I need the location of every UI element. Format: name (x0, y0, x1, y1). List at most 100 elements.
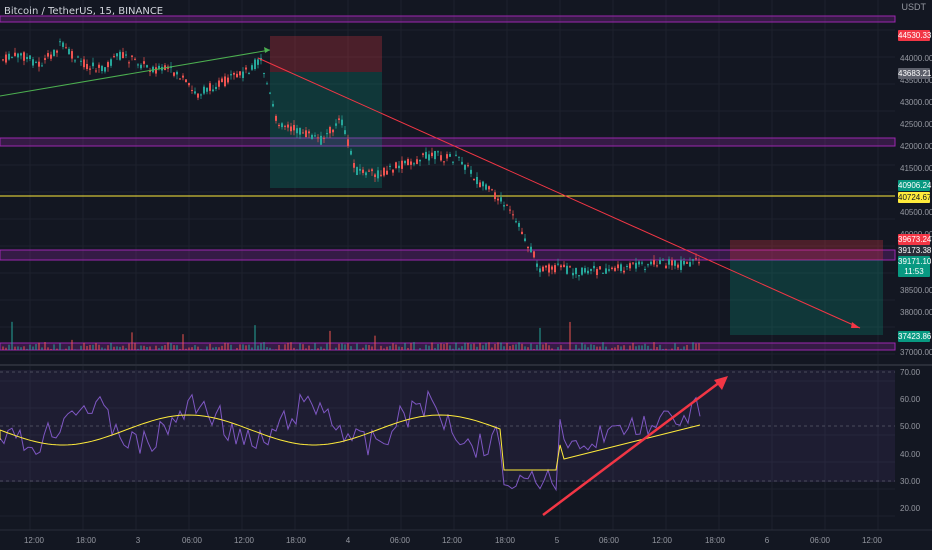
candle-body (386, 170, 388, 175)
volume-bar (494, 343, 496, 350)
candle-body (215, 86, 217, 90)
candle-body (59, 41, 61, 43)
price-tag: 43683.21 (898, 68, 932, 79)
candle-body (2, 59, 4, 61)
candle-body (8, 53, 10, 60)
candle-body (620, 264, 622, 272)
volume-bar (587, 347, 589, 350)
candle-body (617, 264, 619, 269)
candle-body (29, 55, 31, 60)
candle-body (452, 161, 454, 163)
volume-bar (659, 344, 661, 350)
candle-body (506, 204, 508, 206)
volume-bar (428, 345, 430, 350)
candle-body (368, 170, 370, 172)
candle-body (74, 60, 76, 62)
time-tick-label: 5 (555, 536, 560, 545)
candle-body (491, 189, 493, 191)
rsi-tick-label: 60.00 (900, 395, 921, 404)
candle-body (437, 151, 439, 153)
time-tick-label: 06:00 (599, 536, 620, 545)
candle-body (149, 70, 151, 72)
candle-body (476, 176, 478, 185)
volume-bar (638, 345, 640, 350)
candle-body (275, 115, 277, 121)
candle-body (533, 251, 535, 258)
candle-body (695, 258, 697, 260)
candle-body (425, 151, 427, 159)
volume-bar (206, 346, 208, 350)
candle-body (590, 268, 592, 271)
candle-body (206, 87, 208, 92)
price-tag: 37423.86 (898, 331, 932, 342)
candle-body (467, 165, 469, 167)
candle-body (104, 67, 106, 72)
volume-bar (191, 347, 193, 350)
candle-body (317, 137, 319, 139)
candle-body (290, 126, 292, 132)
candle-body (95, 70, 97, 72)
candle-body (308, 131, 310, 134)
volume-bar (455, 342, 457, 350)
candle-body (602, 272, 604, 274)
volume-bar (116, 346, 118, 350)
volume-bar (530, 343, 532, 350)
rsi-ma-line (0, 414, 701, 471)
volume-bar (467, 342, 469, 350)
volume-bar (134, 342, 136, 350)
volume-bar (605, 346, 607, 350)
candle-body (359, 168, 361, 171)
rsi-arrow-line (542, 381, 721, 516)
volume-bar (476, 346, 478, 350)
candle-body (209, 83, 211, 91)
volume-bar (176, 345, 178, 350)
candle-body (266, 83, 268, 85)
candle-body (200, 94, 202, 96)
currency-label[interactable]: USDT (901, 2, 927, 12)
volume-bar (92, 344, 94, 350)
candle-body (302, 132, 304, 134)
candle-body (233, 72, 235, 75)
candle-body (197, 93, 199, 98)
candle-body (566, 265, 568, 274)
volume-bar (647, 345, 649, 350)
volume-bar (170, 343, 172, 350)
volume-bar (521, 343, 523, 350)
volume-bar (347, 343, 349, 350)
price-tag: 40724.67 (898, 192, 932, 203)
candle-body (221, 78, 223, 83)
volume-bar (533, 349, 535, 350)
volume-bar (515, 344, 517, 350)
candle-body (134, 58, 136, 60)
candle-body (494, 192, 496, 200)
candle-body (680, 260, 682, 270)
volume-bar (326, 343, 328, 350)
volume-bar (17, 346, 19, 350)
arrow-head-icon (264, 47, 270, 53)
volume-bar (119, 346, 121, 350)
candle-body (344, 130, 346, 134)
candle-body (116, 53, 118, 57)
volume-bar (62, 349, 64, 350)
volume-bar (440, 343, 442, 350)
candle-body (449, 154, 451, 157)
candle-body (374, 174, 376, 178)
candle-body (446, 154, 448, 159)
time-tick-label: 12:00 (234, 536, 255, 545)
candle-body (518, 223, 520, 227)
volume-bar (74, 349, 76, 350)
candle-body (665, 265, 667, 269)
candle-body (50, 54, 52, 59)
volume-bar (626, 349, 628, 350)
support-zone-band (0, 15, 896, 23)
volume-bar (125, 348, 127, 350)
volume-bar (146, 346, 148, 350)
rsi-tick-label: 40.00 (900, 450, 921, 459)
candle-body (455, 154, 457, 156)
candle-body (605, 268, 607, 274)
volume-bar (368, 345, 370, 350)
candle-body (323, 137, 325, 139)
volume-bar (173, 345, 175, 350)
